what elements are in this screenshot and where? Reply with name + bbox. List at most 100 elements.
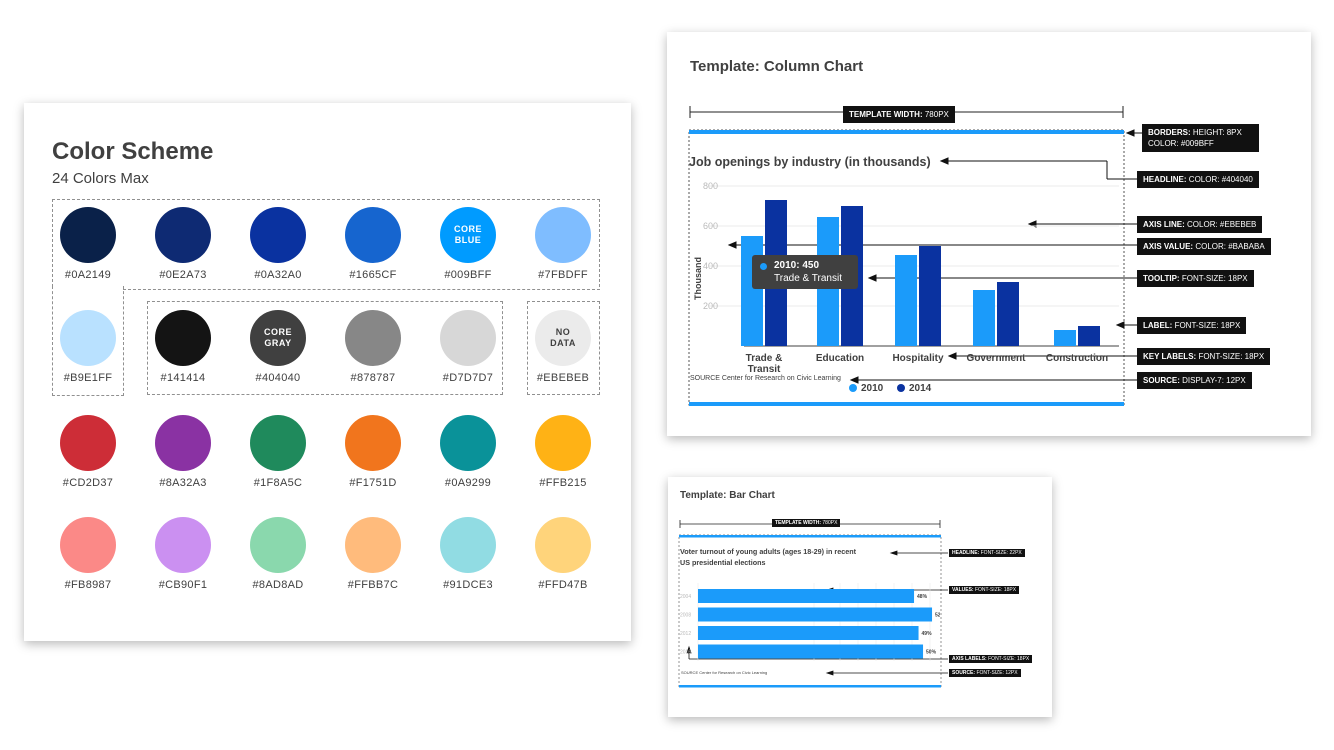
tooltip-dot <box>760 263 767 270</box>
column-template-annotations <box>688 106 1142 406</box>
bar-value-label: 52% <box>935 613 940 619</box>
color-swatch <box>155 207 211 263</box>
blue-group-outline-lower <box>52 286 124 396</box>
horizontal-bar <box>698 626 919 640</box>
column-bar <box>1078 326 1100 346</box>
horizontal-bar <box>698 644 924 659</box>
column-bar <box>919 246 941 346</box>
note-axis-line: AXIS LINE: COLOR: #EBEBEB <box>1137 216 1263 233</box>
bar-note-headline: HEADLINE: FONT-SIZE: 22PX <box>949 549 1025 557</box>
column-bar <box>741 236 763 346</box>
column-bar <box>973 290 995 346</box>
bar-chart-headline-line2: US presidential elections <box>680 558 765 567</box>
tooltip-title: 2010: 450 <box>774 260 820 271</box>
bar-value-label: 49% <box>922 631 933 637</box>
color-swatch: NO DATA <box>535 310 591 366</box>
color-swatch <box>60 415 116 471</box>
color-hex-label: #1665CF <box>349 269 397 281</box>
y-tick-label: 200 <box>703 301 718 311</box>
color-swatch: CORE BLUE <box>440 207 496 263</box>
legend-swatch <box>897 384 905 392</box>
column-bar <box>895 255 917 346</box>
note-source: SOURCE: DISPLAY-7: 12PX <box>1137 372 1252 389</box>
gray-group-outline <box>147 301 503 395</box>
color-swatch <box>60 517 116 573</box>
color-swatch <box>440 415 496 471</box>
color-swatch <box>345 207 401 263</box>
color-swatch <box>250 517 306 573</box>
color-hex-label: #EBEBEB <box>536 372 590 384</box>
color-hex-label: #91DCE3 <box>443 579 493 591</box>
blue-group-outline <box>52 199 600 287</box>
color-hex-label: #D7D7D7 <box>442 372 494 384</box>
column-bar <box>997 282 1019 346</box>
note-label: LABEL: FONT-SIZE: 18PX <box>1137 317 1247 334</box>
horizontal-bar <box>698 589 915 603</box>
color-hex-label: #0A32A0 <box>254 269 302 281</box>
color-swatch <box>345 517 401 573</box>
color-swatch <box>60 310 116 366</box>
note-headline: HEADLINE: COLOR: #404040 <box>1137 171 1259 188</box>
color-hex-label: #CD2D37 <box>62 477 114 489</box>
color-swatch <box>155 517 211 573</box>
legend-label: 2014 <box>909 383 932 394</box>
bar-chart-source: SOURCE Center for Research on Civic Lear… <box>681 670 768 675</box>
bar-axis-label: 2008 <box>680 613 691 619</box>
color-hex-label: #0A2149 <box>64 269 112 281</box>
color-scheme-card: Color Scheme 24 Colors Max #0A2149 #0E2A7… <box>24 103 631 641</box>
y-axis-label: Thousand <box>693 257 703 300</box>
color-hex-label: #404040 <box>255 372 301 384</box>
y-tick-label: 400 <box>703 261 718 271</box>
legend-label: 2010 <box>861 383 884 394</box>
color-hex-label: #F1751D <box>349 477 397 489</box>
bar-axis-label: 2016 <box>680 650 691 656</box>
bar-chart-headline-line1: Voter turnout of young adults (ages 18-2… <box>680 547 857 556</box>
note-tooltip: TOOLTIP: FONT-SIZE: 18PX <box>1137 270 1254 287</box>
template-width-key: TEMPLATE WIDTH: <box>849 110 923 119</box>
color-swatch <box>535 517 591 573</box>
color-hex-label: #1F8A5C <box>253 477 303 489</box>
no-data-group-outline <box>527 301 600 395</box>
template-width-label: TEMPLATE WIDTH: 780PX <box>843 106 955 123</box>
y-tick-label: 800 <box>703 181 718 191</box>
color-swatch <box>155 310 211 366</box>
color-hex-label: #8A32A3 <box>159 477 207 489</box>
x-tick-label: Hospitality <box>892 353 944 364</box>
bar-note-source: SOURCE: FONT-SIZE: 12PX <box>949 669 1021 677</box>
bar-value-label: 50% <box>926 650 937 656</box>
y-tick-label: 600 <box>703 221 718 231</box>
horizontal-bar <box>698 607 933 622</box>
color-swatch <box>60 207 116 263</box>
x-tick-label: Transit <box>748 364 781 375</box>
bar-template-width-label: TEMPLATE WIDTH: 780PX <box>772 519 841 527</box>
note-borders: BORDERS: HEIGHT: 8PX COLOR: #009BFF <box>1142 124 1259 152</box>
color-hex-label: #B9E1FF <box>63 372 113 384</box>
color-hex-label: #7FBDFF <box>538 269 588 281</box>
color-swatch <box>535 415 591 471</box>
color-swatch <box>250 415 306 471</box>
legend-swatch <box>849 384 857 392</box>
x-tick-label: Government <box>967 353 1027 364</box>
color-swatch <box>440 310 496 366</box>
column-chart-source: SOURCE Center for Research on Civic Lear… <box>690 375 841 382</box>
bar-note-values: VALUES: FONT-SIZE: 18PX <box>949 586 1020 594</box>
chart-headline: Job openings by industry (in thousands) <box>689 155 931 169</box>
color-swatch: CORE GRAY <box>250 310 306 366</box>
bar-chart-template-card: Template: Bar Chart TEMPLATE WIDTH: 780P… <box>668 477 1052 717</box>
color-hex-label: #0A9299 <box>444 477 492 489</box>
color-swatch <box>155 415 211 471</box>
template-width-value: 780PX <box>924 110 949 119</box>
column-bar <box>1054 330 1076 346</box>
column-chart-template-card: Template: Column Chart TEMPLATE WIDTH: 7… <box>667 32 1311 436</box>
color-scheme-title: Color Scheme <box>52 138 214 165</box>
bar-axis-label: 2004 <box>680 594 691 600</box>
blue-group-outline-step <box>123 289 600 290</box>
color-hex-label: #878787 <box>350 372 396 384</box>
bar-note-axis-labels: AXIS LABELS: FONT-SIZE: 18PX <box>949 655 1033 663</box>
note-key-labels: KEY LABELS: FONT-SIZE: 18PX <box>1137 348 1271 365</box>
color-swatch <box>345 415 401 471</box>
bar-template-title: Template: Bar Chart <box>680 490 775 501</box>
color-swatch <box>535 207 591 263</box>
chart-tooltip: 2010: 450 Trade & Transit <box>752 255 858 289</box>
color-swatch <box>440 517 496 573</box>
